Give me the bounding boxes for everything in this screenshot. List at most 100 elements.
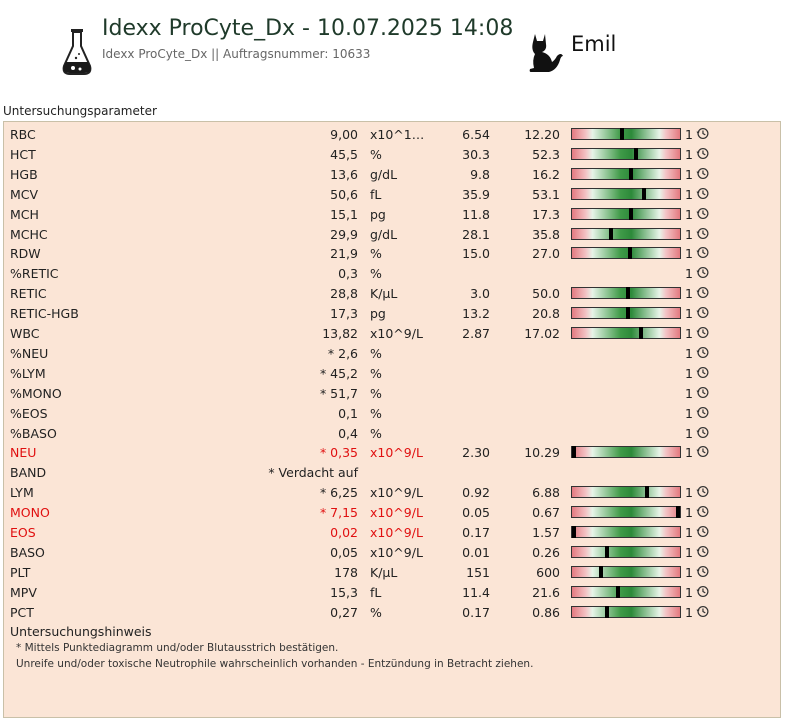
report-title: Idexx ProCyte_Dx - 10.07.2025 14:08 <box>102 16 514 41</box>
parameter-unit: % <box>370 405 382 421</box>
table-row: HGB 13,6 g/dL 9.8 16.2 1 <box>4 164 780 184</box>
reference-range-bar <box>571 585 681 598</box>
parameter-value: 9,00 <box>330 127 358 142</box>
reference-range-bar <box>571 207 681 220</box>
table-row: RETIC-HGB 17,3 pg 13.2 20.8 1 <box>4 303 780 323</box>
result-count: 1 <box>685 127 693 142</box>
hint-title: Untersuchungshinweis <box>10 624 152 639</box>
report-subtitle: Idexx ProCyte_Dx || Auftragsnummer: 1063… <box>102 47 371 61</box>
reference-low: 11.8 <box>462 206 490 222</box>
parameter-unit: K/µL <box>370 564 398 580</box>
history-icon[interactable] <box>696 485 709 498</box>
history-icon[interactable] <box>696 326 709 339</box>
history-icon[interactable] <box>696 565 709 578</box>
parameter-value: * 0,35 <box>319 445 358 461</box>
history-icon[interactable] <box>696 167 709 180</box>
parameter-unit: % <box>370 266 382 282</box>
parameter-name: RETIC-HGB <box>10 306 79 322</box>
history-icon[interactable] <box>696 246 709 259</box>
parameter-unit: pg <box>370 206 386 222</box>
parameter-unit: x10^9/L <box>370 544 423 560</box>
parameter-name: RBC <box>10 127 36 142</box>
parameter-value: 0,4 <box>338 425 358 441</box>
parameter-value: 13,82 <box>322 326 358 341</box>
value-marker <box>644 486 649 499</box>
reference-high: 21.6 <box>532 584 560 600</box>
table-row: %BASO 0,4% 1 <box>4 423 780 443</box>
history-icon[interactable] <box>696 187 709 200</box>
table-row: %RETIC 0,3% 1 <box>4 263 780 283</box>
reference-range-bar <box>571 545 681 558</box>
parameter-value: * 2,6 <box>327 345 358 361</box>
parameter-unit: x10^9/L <box>370 505 423 521</box>
parameter-value: 17,3 <box>330 306 358 322</box>
history-icon[interactable] <box>696 207 709 220</box>
result-count: 1 <box>685 206 693 222</box>
table-row: RETIC 28,8 K/µL 3.0 50.0 1 <box>4 283 780 303</box>
reference-range-bar <box>571 526 681 538</box>
table-row: MCV 50,6 fL 35.9 53.1 1 <box>4 184 780 204</box>
parameter-name: %LYM <box>10 365 46 381</box>
parameter-unit: % <box>370 345 382 361</box>
result-count: 1 <box>685 425 693 441</box>
reference-range-bar <box>571 247 681 260</box>
table-row: MCH 15,1 pg 11.8 17.3 1 <box>4 204 780 224</box>
value-marker <box>628 247 633 260</box>
reference-low: 0.17 <box>462 525 490 540</box>
reference-high: 50.0 <box>532 286 560 302</box>
parameter-unit: % <box>370 365 382 381</box>
reference-range-bar <box>571 565 681 578</box>
reference-range-bar <box>571 605 681 618</box>
hint-line: Unreife und/oder toxische Neutrophile wa… <box>16 658 534 670</box>
reference-range-bar <box>571 506 681 519</box>
parameter-unit: g/dL <box>370 166 398 182</box>
reference-low: 30.3 <box>462 146 490 162</box>
history-icon[interactable] <box>696 266 709 279</box>
table-row: PLT 178 K/µL 151 600 1 <box>4 562 780 582</box>
reference-low: 6.54 <box>462 127 490 142</box>
reference-low: 28.1 <box>462 226 490 242</box>
report-header: Idexx ProCyte_Dx - 10.07.2025 14:08 Idex… <box>0 0 788 100</box>
parameter-name: PLT <box>10 564 31 580</box>
history-icon[interactable] <box>696 127 709 140</box>
history-icon[interactable] <box>696 227 709 240</box>
result-count: 1 <box>685 226 693 242</box>
parameter-value: 21,9 <box>330 246 358 262</box>
reference-high: 20.8 <box>532 306 560 322</box>
value-marker <box>633 147 638 160</box>
value-marker <box>608 227 613 240</box>
reference-low: 13.2 <box>462 306 490 322</box>
history-icon[interactable] <box>696 406 709 419</box>
history-icon[interactable] <box>696 545 709 558</box>
section-label: Untersuchungsparameter <box>3 104 157 118</box>
history-icon[interactable] <box>696 286 709 299</box>
history-icon[interactable] <box>696 306 709 319</box>
parameter-unit: x10^9/L <box>370 326 423 341</box>
history-icon[interactable] <box>696 525 709 538</box>
history-icon[interactable] <box>696 366 709 379</box>
parameter-name: MONO <box>10 505 50 521</box>
parameter-value: * 51,7 <box>319 385 358 401</box>
parameter-name: RETIC <box>10 286 47 302</box>
parameter-name: MPV <box>10 584 37 600</box>
history-icon[interactable] <box>696 346 709 359</box>
result-count: 1 <box>685 186 693 202</box>
result-count: 1 <box>685 286 693 302</box>
history-icon[interactable] <box>696 605 709 618</box>
parameter-value: 15,1 <box>330 206 358 222</box>
parameter-name: BASO <box>10 544 45 560</box>
table-row: NEU * 0,35 x10^9/L 2.30 10.29 1 <box>4 442 780 462</box>
parameter-unit: % <box>370 604 382 620</box>
reference-high: 10.29 <box>524 445 560 461</box>
history-icon[interactable] <box>696 585 709 598</box>
table-row: RDW 21,9% 15.0 27.0 1 <box>4 243 780 263</box>
parameter-value: 13,6 <box>330 166 358 182</box>
history-icon[interactable] <box>696 505 709 518</box>
parameter-unit: g/dL <box>370 226 398 242</box>
history-icon[interactable] <box>696 147 709 160</box>
history-icon[interactable] <box>696 386 709 399</box>
history-icon[interactable] <box>696 426 709 439</box>
parameter-value: 50,6 <box>330 186 358 202</box>
parameter-name: WBC <box>10 326 40 341</box>
history-icon[interactable] <box>696 445 709 458</box>
